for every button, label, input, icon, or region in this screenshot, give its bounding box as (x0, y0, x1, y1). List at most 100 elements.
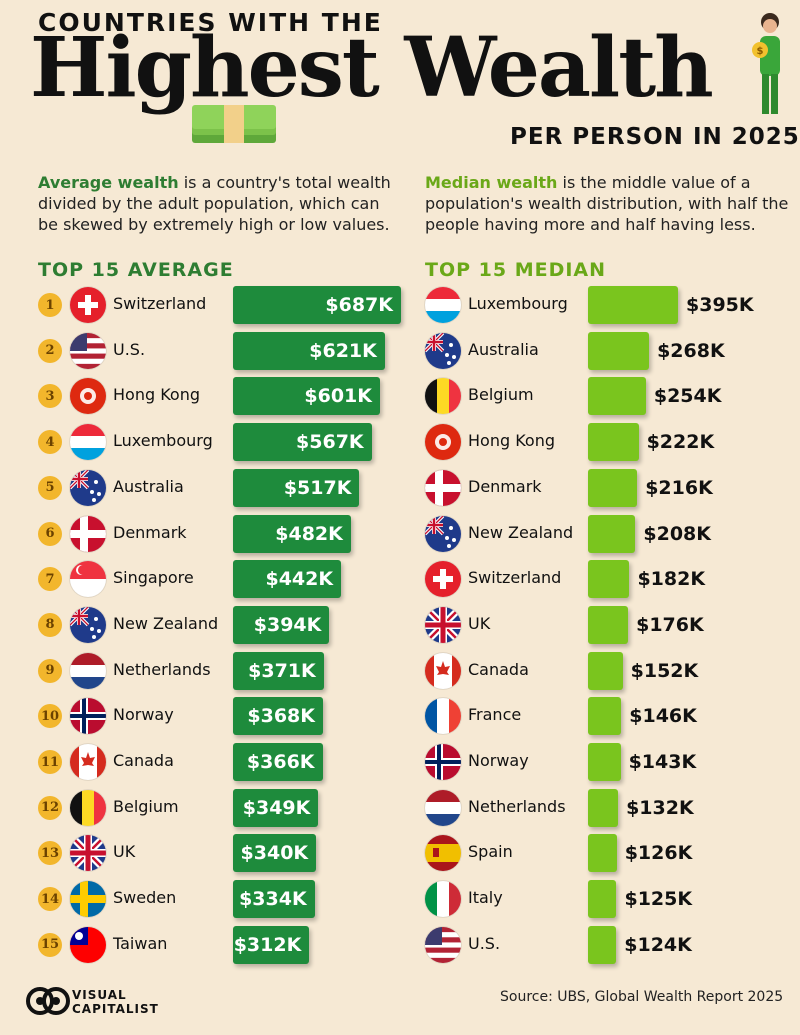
value-label: $366K (246, 751, 315, 773)
flag-hong-kong-icon (425, 424, 461, 461)
flag-canada-icon (70, 744, 106, 780)
rank-badge: 15 (38, 932, 62, 957)
value-bar (233, 286, 401, 324)
value-label: $152K (630, 659, 699, 682)
chart-row-new-zealand: 8 New Zealand $394K (38, 605, 408, 645)
country-label: UK (113, 842, 136, 862)
value-label: $222K (646, 431, 715, 454)
flag-sweden-icon (70, 881, 106, 918)
flag-norway-icon (425, 744, 461, 780)
value-label: $442K (265, 568, 334, 591)
country-label: Switzerland (113, 294, 207, 313)
country-label: Belgium (468, 385, 534, 405)
chart-row-new-zealand: New Zealand $208K (425, 514, 770, 554)
chart-row-switzerland: Switzerland $182K (425, 559, 770, 599)
value-bar (588, 423, 639, 462)
country-label: Netherlands (113, 659, 211, 679)
value-label: $132K (626, 796, 694, 819)
cash-stack-icon (192, 105, 276, 143)
country-label: Taiwan (113, 933, 168, 953)
flag-canada-icon (425, 652, 461, 689)
brand-name: VISUAL CAPITALIST (72, 988, 159, 1016)
value-bar (233, 605, 330, 644)
country-label: UK (468, 613, 491, 633)
value-bar (233, 468, 360, 507)
flag-uk-icon (70, 835, 106, 872)
flag-singapore-icon (70, 561, 106, 598)
value-bar (233, 514, 351, 553)
country-label: Hong Kong (468, 431, 555, 451)
country-label: Netherlands (468, 796, 566, 816)
flag-luxembourg-icon (425, 287, 461, 323)
chart-row-singapore: 7 Singapore $442K (38, 559, 408, 599)
average-wealth-description: Average wealth is a country's total weal… (38, 172, 403, 235)
value-label: $208K (643, 522, 711, 545)
value-bar (233, 925, 310, 964)
chart-row-taiwan: 15 Taiwan $312K (38, 925, 408, 965)
flag-netherlands-icon (425, 789, 461, 826)
value-label: $687K (325, 294, 393, 316)
chart-row-denmark: Denmark $216K (425, 468, 770, 508)
header-kicker: COUNTRIES WITH THE (38, 8, 383, 37)
flag-australia-icon (70, 469, 106, 506)
chart-row-u-s: U.S. $124K (425, 925, 770, 965)
chart-row-australia: 5 Australia $517K (38, 468, 408, 508)
page-subtitle: PER PERSON IN 2025 (510, 124, 800, 150)
value-bar (588, 605, 629, 644)
country-label: U.S. (468, 933, 501, 953)
value-label: $349K (242, 796, 311, 819)
country-label: Australia (113, 476, 184, 496)
median-section-title: TOP 15 MEDIAN (425, 259, 607, 281)
value-label: $124K (624, 933, 692, 956)
value-bar (588, 560, 630, 599)
value-label: $482K (275, 522, 343, 545)
chart-row-denmark: 6 Denmark $482K (38, 514, 408, 554)
average-definition: is a country's total wealth divided by t… (38, 173, 391, 234)
country-label: Singapore (113, 568, 194, 588)
flag-switzerland-icon (425, 561, 461, 598)
country-label: Sweden (113, 888, 177, 908)
chart-row-australia: Australia $268K (425, 331, 770, 371)
chart-row-canada: Canada $152K (425, 651, 770, 691)
value-bar (588, 468, 638, 507)
flag-norway-icon (70, 698, 106, 735)
brand-mark-icon (26, 987, 70, 1015)
flag-uk-icon (425, 606, 461, 643)
woman-with-coin-icon: $ (752, 13, 780, 114)
value-bar (588, 697, 622, 736)
value-bar (233, 834, 317, 873)
value-label: $146K (629, 705, 697, 728)
flag-belgium-icon (70, 789, 106, 826)
source-note: Source: UBS, Global Wealth Report 2025 (500, 989, 784, 1005)
chart-row-netherlands: 9 Netherlands $371K (38, 651, 408, 691)
chart-row-italy: Italy $125K (425, 879, 770, 919)
rank-badge: 7 (38, 567, 62, 592)
value-bar (233, 423, 372, 462)
chart-row-sweden: 14 Sweden $334K (38, 879, 408, 919)
average-term: Average wealth (38, 173, 179, 192)
value-bar (588, 925, 617, 964)
flag-u-s-icon (70, 332, 106, 369)
chart-row-canada: 11 Canada $366K (38, 742, 408, 782)
country-label: Belgium (113, 796, 179, 816)
chart-row-switzerland: 1 Switzerland $687K (38, 285, 408, 325)
value-bar (233, 743, 323, 781)
flag-australia-icon (425, 332, 461, 369)
value-bar (588, 286, 678, 324)
brand-line-1: VISUAL (72, 988, 127, 1002)
value-label: $268K (657, 339, 725, 362)
chart-row-norway: Norway $143K (425, 742, 770, 782)
country-label: Luxembourg (468, 294, 568, 313)
country-label: New Zealand (113, 613, 219, 633)
chart-row-luxembourg: Luxembourg $395K (425, 285, 770, 325)
rank-badge: 11 (38, 750, 62, 774)
rank-badge: 5 (38, 475, 62, 500)
flag-u-s-icon (425, 926, 461, 963)
svg-text:$: $ (757, 46, 764, 57)
country-label: Denmark (468, 476, 542, 496)
flag-belgium-icon (425, 378, 461, 415)
chart-row-hong-kong: Hong Kong $222K (425, 422, 770, 462)
rank-badge: 10 (38, 704, 62, 729)
value-label: $143K (628, 751, 697, 773)
median-definition: is the middle value of a population's we… (425, 173, 789, 234)
